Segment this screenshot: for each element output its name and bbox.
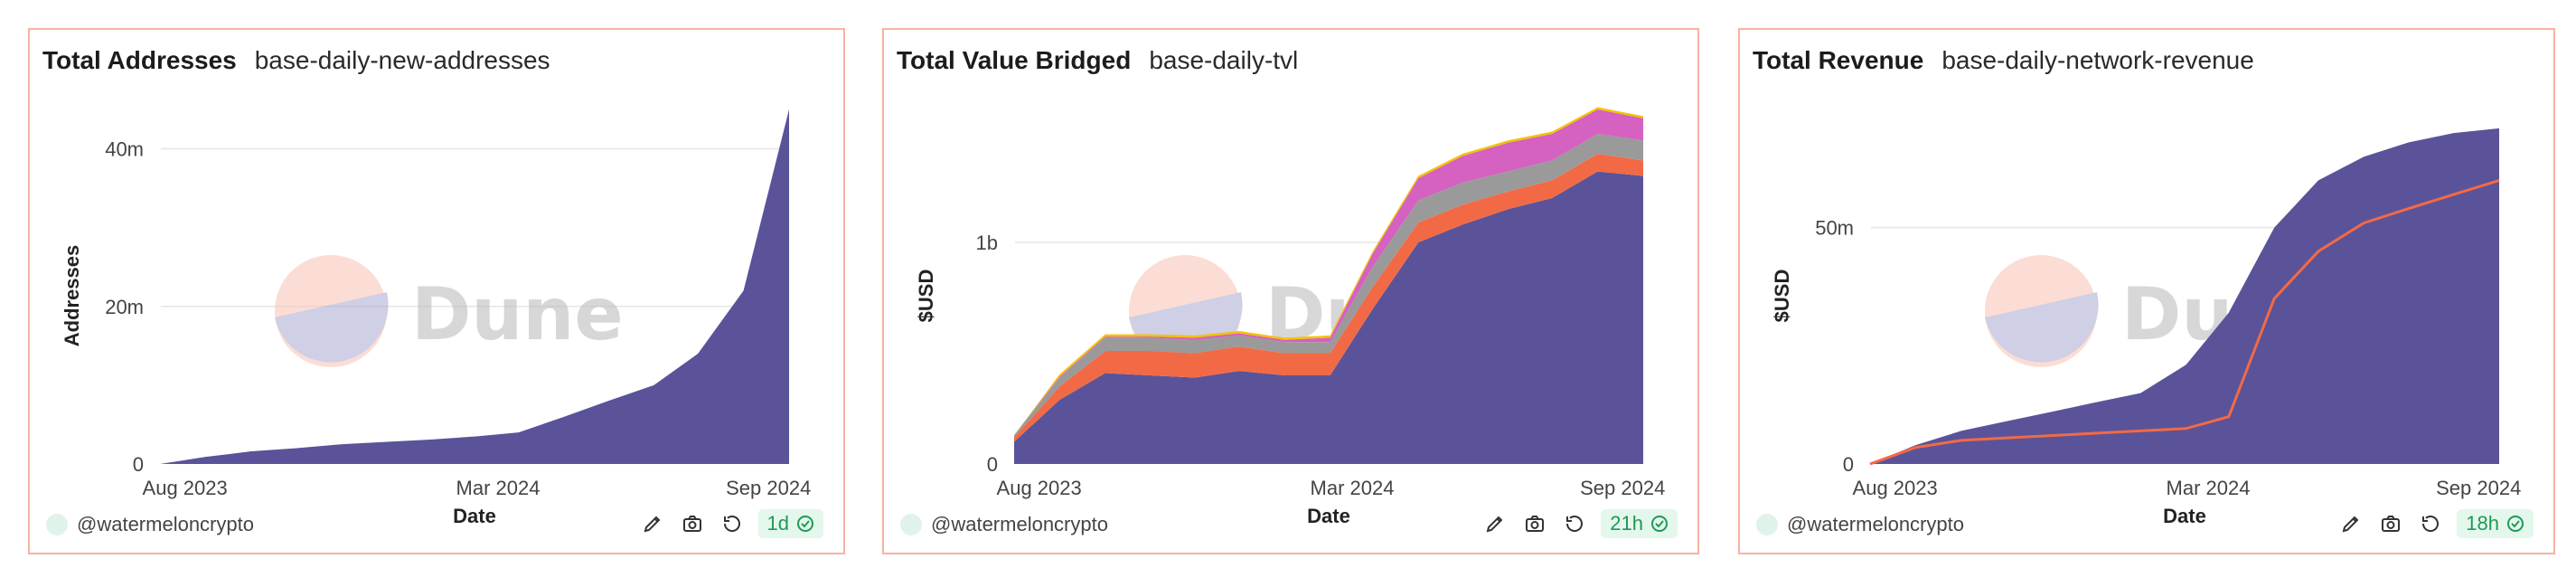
- camera-icon[interactable]: [2377, 510, 2404, 537]
- chart-panel-total-addresses: Total Addresses base-daily-new-addresses…: [28, 28, 845, 554]
- panel-footer: @watermeloncrypto 1d: [30, 502, 843, 553]
- y-tick-label: 40m: [105, 138, 144, 161]
- y-tick-label: 0: [133, 453, 144, 476]
- watermark-logo-wedge: [1985, 292, 2099, 363]
- x-tick-label: Mar 2024: [1311, 477, 1395, 499]
- edit-icon[interactable]: [1481, 510, 1509, 537]
- toolbar: 1d: [639, 509, 823, 538]
- watermark-text: Dune: [411, 272, 624, 356]
- author[interactable]: @watermeloncrypto: [46, 513, 254, 536]
- panel-title: Total Revenue: [1753, 46, 1924, 74]
- y-axis-label: Addresses: [61, 245, 83, 347]
- author-name: @watermeloncrypto: [1787, 513, 1964, 535]
- toolbar: 18h: [2337, 509, 2534, 538]
- y-axis-label: $USD: [915, 270, 937, 323]
- x-tick-label: Mar 2024: [456, 477, 541, 499]
- area-series-3: [1014, 109, 1643, 436]
- x-tick-label: Aug 2023: [143, 477, 228, 499]
- x-axis-label: Date: [1307, 505, 1350, 527]
- avatar: [1756, 514, 1778, 535]
- x-tick-label: Aug 2023: [1853, 477, 1938, 499]
- line-series-1: [1869, 178, 2500, 466]
- y-axis-label: $USD: [1771, 270, 1793, 323]
- check-circle-icon: [797, 516, 813, 532]
- check-circle-icon: [1651, 516, 1668, 532]
- x-tick-label: Sep 2024: [2436, 477, 2521, 499]
- y-tick-label: 0: [1843, 453, 1854, 476]
- panel-query-name[interactable]: base-daily-new-addresses: [254, 46, 550, 74]
- area-series-1: [1014, 154, 1643, 442]
- refresh-icon[interactable]: [1561, 510, 1588, 537]
- freshness-label: 21h: [1610, 512, 1643, 535]
- panel-title: Total Value Bridged: [897, 46, 1132, 74]
- panel-header: Total Addresses base-daily-new-addresses: [42, 46, 550, 75]
- x-tick-label: Mar 2024: [2167, 477, 2251, 499]
- chart-panel-total-value-bridged: Total Value Bridged base-daily-tvl 0 1b $U…: [882, 28, 1699, 554]
- y-tick-label: 1b: [976, 232, 998, 254]
- camera-icon[interactable]: [1521, 510, 1548, 537]
- author-name: @watermeloncrypto: [77, 513, 254, 535]
- y-tick-label: 50m: [1815, 217, 1854, 240]
- author-name: @watermeloncrypto: [931, 513, 1108, 535]
- avatar: [46, 514, 68, 535]
- freshness-badge[interactable]: 21h: [1601, 509, 1678, 538]
- panel-title: Total Addresses: [42, 46, 237, 74]
- camera-icon[interactable]: [679, 510, 706, 537]
- edit-icon[interactable]: [639, 510, 666, 537]
- refresh-icon[interactable]: [719, 510, 746, 537]
- panel-header: Total Value Bridged base-daily-tvl: [897, 46, 1298, 75]
- panel-footer: @watermeloncrypto 18h: [1740, 502, 2553, 553]
- freshness-label: 18h: [2466, 512, 2499, 535]
- watermark-logo-wedge: [275, 292, 389, 363]
- author[interactable]: @watermeloncrypto: [900, 513, 1108, 536]
- freshness-badge[interactable]: 1d: [757, 509, 823, 538]
- chart-plot: 0 20m 40m Addresses Dune Aug 2023 Mar 2024 Sep …: [61, 109, 811, 527]
- area-series-0: [160, 109, 789, 464]
- author[interactable]: @watermeloncrypto: [1756, 513, 1964, 536]
- panel-query-name[interactable]: base-daily-network-revenue: [1941, 46, 2254, 74]
- panel-query-name[interactable]: base-daily-tvl: [1149, 46, 1299, 74]
- dune-watermark: Dune: [275, 255, 624, 367]
- x-tick-label: Sep 2024: [1580, 477, 1665, 499]
- x-axis-label: Date: [453, 505, 496, 527]
- x-tick-label: Sep 2024: [726, 477, 811, 499]
- freshness-badge[interactable]: 18h: [2457, 509, 2534, 538]
- x-axis-label: Date: [2163, 505, 2206, 527]
- refresh-icon[interactable]: [2417, 510, 2444, 537]
- panel-footer: @watermeloncrypto 21h: [884, 502, 1697, 553]
- avatar: [900, 514, 922, 535]
- panel-header: Total Revenue base-daily-network-revenue: [1753, 46, 2254, 75]
- y-tick-label: 0: [987, 453, 998, 476]
- y-tick-label: 20m: [105, 296, 144, 318]
- area-series-0: [1870, 128, 2499, 464]
- edit-icon[interactable]: [2337, 510, 2364, 537]
- x-tick-label: Aug 2023: [997, 477, 1082, 499]
- chart-panel-total-revenue: Total Revenue base-daily-network-revenue…: [1738, 28, 2555, 554]
- freshness-label: 1d: [766, 512, 789, 535]
- area-series-0: [1014, 171, 1643, 464]
- check-circle-icon: [2507, 516, 2524, 532]
- toolbar: 21h: [1481, 509, 1678, 538]
